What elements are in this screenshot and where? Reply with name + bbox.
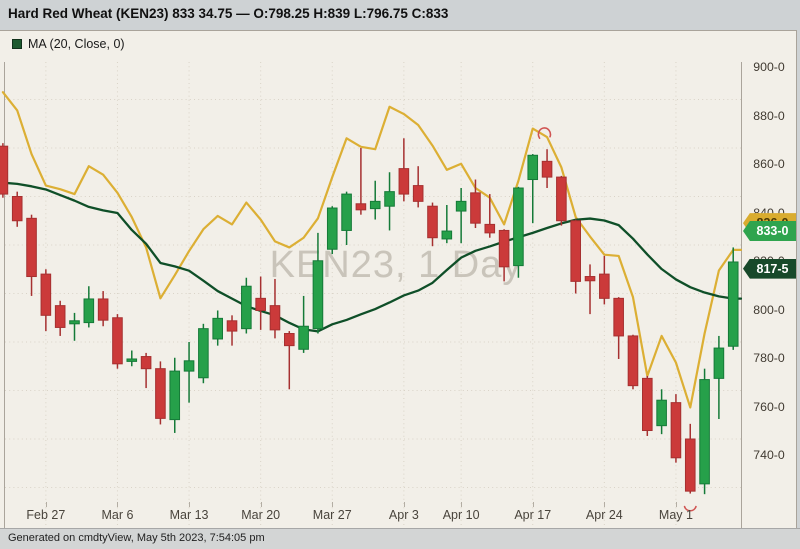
candle-body-down [226, 320, 238, 332]
candle-body-up [341, 193, 352, 231]
x-axis-tick [675, 502, 677, 507]
frown-arc-annotation [537, 127, 552, 140]
candle-body-down [398, 168, 410, 195]
candle-body-down [613, 297, 624, 337]
ma-value-badge: 817-5 [743, 258, 796, 279]
x-axis-label: Mar 20 [241, 508, 281, 522]
generated-timestamp: Generated on cmdtyView, May 5th 2023, 7:… [8, 532, 265, 544]
title-bar: Hard Red Wheat (KEN23) 833 34.75 — O:798… [0, 0, 800, 30]
y-axis-label: 860-0 [753, 157, 785, 171]
footer-bar: Generated on cmdtyView, May 5th 2023, 7:… [0, 528, 800, 549]
candle-body-down [470, 192, 481, 224]
candle-body-up [126, 358, 138, 362]
candle-body-up [455, 200, 467, 212]
candle-body-up [713, 347, 725, 379]
candle-body-down [0, 145, 9, 195]
x-axis-tick [461, 502, 463, 507]
candle-body-down [627, 335, 639, 387]
candle-body-down [556, 176, 567, 222]
chart-title: Hard Red Wheat (KEN23) 833 34.75 — O:798… [8, 6, 449, 21]
candle-body-down [670, 402, 682, 459]
candle-body-down [570, 220, 582, 282]
candle-body-up [527, 154, 539, 181]
candle-body-down [269, 305, 281, 331]
indicator-legend[interactable]: MA (20, Close, 0) [12, 37, 125, 51]
x-axis-tick [260, 502, 262, 507]
candle-body-down [484, 223, 496, 234]
candle-body-up [183, 360, 195, 372]
candle-body-up [441, 230, 453, 240]
y-axis-label: 800-0 [753, 302, 785, 317]
candle-body-down [684, 438, 696, 492]
candle-body-up [212, 317, 223, 340]
chart-canvas: KEN23, 1 Day [0, 30, 797, 533]
candle-body-up [384, 191, 395, 207]
candle-body-down [11, 196, 23, 222]
candle-body-down [427, 205, 438, 239]
candle-body-up [699, 379, 710, 485]
last-price-badge: 833-0 [743, 220, 796, 241]
candle-body-down [54, 305, 66, 328]
candle-body-up [369, 200, 381, 210]
plot-area[interactable]: KEN23, 1 Day [0, 62, 742, 533]
x-axis-tick [403, 502, 405, 507]
x-axis-label: May 1 [658, 508, 693, 522]
candle-body-down [599, 273, 610, 299]
x-axis-tick [532, 502, 534, 507]
candle-body-up [69, 320, 80, 325]
candle-body-up [326, 207, 338, 250]
candle-body-down [155, 368, 166, 419]
x-axis-tick [189, 502, 191, 507]
candle-body-up [198, 328, 209, 379]
candle-body-down [284, 333, 295, 347]
ma20-line [1, 181, 742, 333]
ma-legend-label: MA (20, Close, 0) [28, 37, 125, 51]
y-axis-label: 900-0 [753, 60, 785, 74]
y-axis-label: 880-0 [753, 108, 785, 123]
candle-body-down [97, 298, 109, 321]
candle-body-down [642, 377, 653, 432]
candle-body-up [513, 187, 524, 267]
candle-body-up [727, 261, 739, 347]
candle-body-up [312, 260, 324, 330]
x-axis-label: Apr 10 [442, 508, 480, 522]
x-axis-label: Apr 3 [388, 508, 419, 522]
candle-body-down [541, 160, 553, 178]
y-axis-label: 760-0 [753, 399, 785, 414]
candle-body-up [241, 285, 252, 330]
x-axis-label: Feb 27 [26, 508, 66, 522]
watermark: KEN23, 1 Day [270, 244, 523, 286]
x-axis-tick [117, 502, 119, 507]
x-axis-label: Apr 24 [585, 508, 623, 522]
candle-body-down [255, 297, 266, 311]
x-axis-label: Apr 17 [514, 508, 552, 522]
candle-body-down [112, 317, 123, 365]
x-axis-label: Mar 27 [312, 508, 352, 522]
x-axis-tick [604, 502, 606, 507]
candle-body-down [412, 185, 424, 202]
x-axis-tick [332, 502, 334, 507]
y-axis-label: 780-0 [753, 351, 785, 365]
smile-arc-annotation [683, 505, 697, 512]
candle-body-down [40, 273, 52, 316]
candle-body-down [584, 276, 596, 282]
candle-body-up [169, 370, 181, 421]
candle-body-down [355, 203, 367, 211]
candle-body-up [83, 298, 95, 324]
x-axis-label: Mar 6 [101, 508, 134, 522]
candle-body-up [656, 399, 667, 427]
ma-legend-swatch-icon [12, 39, 22, 49]
candle-body-down [498, 229, 510, 268]
y-axis-label: 740-0 [753, 448, 785, 462]
candle-body-down [140, 356, 152, 370]
x-axis-label: Mar 13 [169, 508, 209, 522]
overlay-line [1, 91, 742, 409]
candle-body-up [298, 325, 309, 350]
candle-body-down [26, 217, 37, 278]
x-axis-tick [45, 502, 47, 507]
